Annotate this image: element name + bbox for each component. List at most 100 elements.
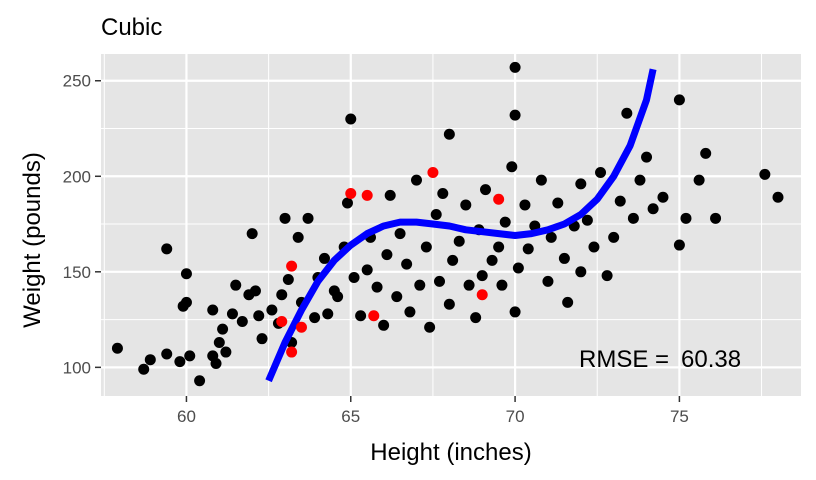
data-point	[437, 187, 449, 199]
data-point	[180, 296, 192, 308]
data-point	[420, 241, 432, 253]
data-point	[226, 308, 238, 320]
data-point	[575, 178, 587, 190]
y-tick-label: 100	[63, 358, 91, 377]
data-point	[371, 281, 383, 293]
data-point	[581, 214, 593, 226]
data-point	[213, 337, 225, 349]
x-tick-label: 70	[506, 407, 525, 426]
data-point	[430, 208, 442, 220]
data-point	[174, 356, 186, 368]
data-point	[282, 273, 294, 285]
data-point	[673, 94, 685, 106]
data-point	[253, 310, 265, 322]
rmse-annotation: RMSE = 60.38	[579, 346, 741, 373]
data-point	[384, 189, 396, 201]
data-point	[443, 128, 455, 140]
data-point	[433, 275, 445, 287]
data-point	[401, 258, 413, 270]
data-point	[476, 270, 488, 282]
grid-major	[101, 54, 801, 396]
data-point	[522, 243, 534, 255]
highlighted-point	[295, 321, 307, 333]
data-point	[512, 262, 524, 274]
highlighted-point	[286, 346, 298, 358]
data-point	[378, 319, 390, 331]
data-point	[302, 212, 314, 224]
data-point	[641, 151, 653, 163]
data-point	[562, 296, 574, 308]
data-point	[460, 199, 472, 211]
x-axis-title: Height (inches)	[370, 439, 531, 466]
data-point	[575, 266, 587, 278]
data-point	[207, 304, 219, 316]
data-point	[276, 289, 288, 301]
data-point	[509, 306, 521, 318]
data-point	[634, 174, 646, 186]
data-point	[595, 166, 607, 178]
rmse-value: 60.38	[681, 346, 741, 373]
x-tick-label: 65	[341, 407, 360, 426]
data-point	[509, 61, 521, 73]
data-point	[647, 203, 659, 215]
data-point	[453, 235, 465, 247]
y-axis: 100 150 200 250	[63, 72, 101, 377]
data-point	[506, 161, 518, 173]
data-point	[621, 107, 633, 119]
data-point	[443, 298, 455, 310]
data-point	[700, 147, 712, 159]
data-point	[545, 231, 557, 243]
data-point	[279, 212, 291, 224]
data-point	[552, 197, 564, 209]
data-point	[614, 195, 626, 207]
data-point	[220, 346, 232, 358]
data-point	[499, 216, 511, 228]
data-point	[673, 239, 685, 251]
data-point	[332, 291, 344, 303]
data-point	[509, 109, 521, 121]
fit-line	[265, 68, 657, 383]
data-point	[772, 191, 784, 203]
data-point	[348, 272, 360, 284]
x-tick-label: 75	[670, 407, 689, 426]
data-point	[470, 312, 482, 324]
highlighted-point	[368, 310, 380, 322]
highlighted-point	[493, 193, 505, 205]
x-tick-label: 60	[177, 407, 196, 426]
data-point	[680, 212, 692, 224]
data-point	[144, 354, 156, 366]
y-tick-label: 250	[63, 72, 91, 91]
data-point	[355, 310, 367, 322]
data-point	[496, 279, 508, 291]
data-point	[236, 315, 248, 327]
y-axis-title: Weight (pounds)	[19, 152, 46, 328]
data-point	[493, 241, 505, 253]
data-point	[210, 358, 222, 370]
data-point	[759, 168, 771, 180]
highlighted-point	[276, 315, 288, 327]
data-point	[184, 350, 196, 362]
highlighted-point	[427, 166, 439, 178]
data-point	[535, 174, 547, 186]
data-points	[111, 61, 784, 387]
highlighted-points	[276, 166, 505, 358]
data-point	[381, 249, 393, 261]
data-point	[194, 375, 206, 387]
data-point	[601, 270, 613, 282]
data-point	[463, 279, 475, 291]
data-point	[424, 321, 436, 333]
data-point	[161, 348, 173, 360]
rmse-label: RMSE =	[579, 346, 669, 373]
data-point	[256, 333, 268, 345]
data-point	[246, 228, 258, 240]
data-point	[266, 304, 278, 316]
data-point	[341, 197, 353, 209]
data-point	[111, 342, 123, 354]
data-point	[161, 243, 173, 255]
data-point	[318, 252, 330, 264]
highlighted-point	[345, 187, 357, 199]
data-point	[404, 306, 416, 318]
data-point	[608, 231, 620, 243]
data-point	[249, 285, 261, 297]
